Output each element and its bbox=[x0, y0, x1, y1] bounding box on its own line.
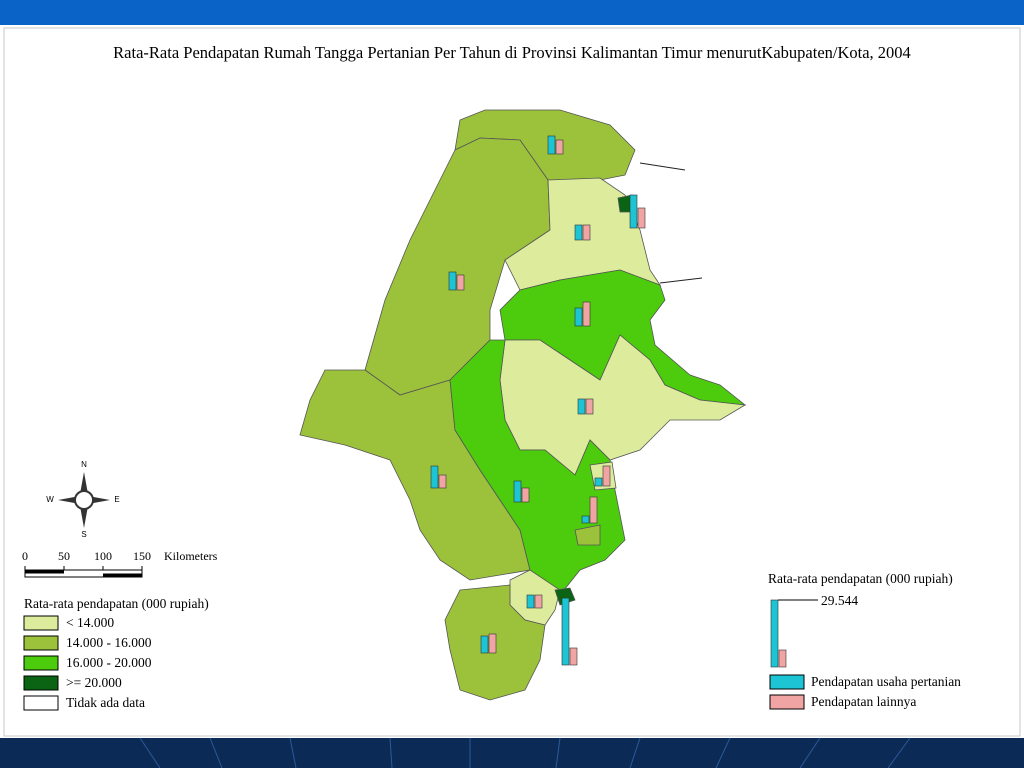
legend-swatch bbox=[769, 694, 805, 710]
scale-tick-label: 150 bbox=[133, 549, 151, 563]
other-income-bar bbox=[582, 301, 591, 327]
region bbox=[364, 137, 551, 396]
farm-income-bar bbox=[581, 515, 590, 524]
compass-s: S bbox=[81, 530, 86, 539]
legend-swatch bbox=[23, 695, 59, 711]
bar-legend: 29.544 Pendapatan usaha pertanian Pendapat… bbox=[769, 593, 961, 710]
other-income-bar bbox=[569, 647, 578, 666]
scale-unit: Kilometers bbox=[164, 549, 218, 563]
scale-segment bbox=[103, 573, 142, 577]
scale-tick-label: 0 bbox=[22, 549, 28, 563]
other-income-bar bbox=[521, 487, 530, 503]
legend-label: < 14.000 bbox=[66, 615, 114, 630]
legend-swatch bbox=[23, 655, 59, 671]
legend-swatch bbox=[23, 615, 59, 631]
choropleth-legend: < 14.000 14.000 - 16.000 16.000 - 20.000 >=… bbox=[23, 615, 152, 711]
coast-lines bbox=[639, 162, 703, 284]
top-band bbox=[0, 0, 1024, 25]
frame bbox=[3, 27, 1021, 737]
bottom-band bbox=[0, 738, 1024, 768]
farm-income-bar bbox=[513, 480, 522, 503]
bar-legend-title: Rata-rata pendapatan (000 rupiah) bbox=[768, 571, 953, 586]
compass-w: W bbox=[46, 495, 54, 504]
scale-bar: Kilometers 0 50 100 150 bbox=[22, 549, 218, 578]
reference-bar bbox=[778, 649, 787, 668]
farm-income-bar bbox=[547, 135, 556, 155]
other-income-bar bbox=[582, 224, 591, 241]
reference-label: 29.544 bbox=[821, 593, 858, 608]
compass-n: N bbox=[81, 460, 87, 469]
farm-income-bar bbox=[448, 271, 457, 291]
farm-income-bar bbox=[574, 224, 583, 241]
other-income-bar bbox=[637, 207, 646, 229]
farm-income-bar bbox=[574, 307, 583, 327]
legend-label: 16.000 - 20.000 bbox=[66, 655, 152, 670]
region bbox=[554, 587, 576, 606]
reference-bar bbox=[770, 599, 779, 668]
choropleth-legend-title: Rata-rata pendapatan (000 rupiah) bbox=[24, 596, 209, 611]
farm-income-bar bbox=[629, 194, 638, 229]
legend-label: Pendapatan lainnya bbox=[811, 694, 916, 709]
legend-label: Tidak ada data bbox=[66, 695, 145, 710]
farm-income-bar bbox=[430, 465, 439, 489]
legend-label: 14.000 - 16.000 bbox=[66, 635, 152, 650]
scale-tick-label: 50 bbox=[58, 549, 70, 563]
scale-tick-label: 100 bbox=[94, 549, 112, 563]
farm-income-bar bbox=[594, 477, 603, 487]
legend-swatch bbox=[23, 635, 59, 651]
farm-income-bar bbox=[561, 597, 570, 666]
legend-swatch bbox=[23, 675, 59, 691]
compass-e: E bbox=[114, 495, 119, 504]
farm-income-bar bbox=[480, 635, 489, 654]
other-income-bar bbox=[456, 274, 465, 291]
compass: N W E S bbox=[46, 460, 119, 539]
other-income-bar bbox=[555, 139, 564, 155]
legend-label: Pendapatan usaha pertanian bbox=[811, 674, 961, 689]
region bbox=[574, 524, 601, 546]
other-income-bar bbox=[534, 594, 543, 609]
farm-income-bar bbox=[526, 594, 535, 609]
farm-income-bar bbox=[577, 398, 586, 415]
bottom-band-lines bbox=[139, 737, 911, 769]
legend-swatch bbox=[769, 674, 805, 690]
district-bars bbox=[430, 135, 646, 666]
other-income-bar bbox=[585, 398, 594, 415]
regions bbox=[299, 109, 747, 701]
other-income-bar bbox=[589, 496, 598, 524]
other-income-bar bbox=[602, 465, 611, 487]
other-income-bar bbox=[488, 633, 497, 654]
other-income-bar bbox=[438, 474, 447, 489]
map-title: Rata-Rata Pendapatan Rumah Tangga Pertan… bbox=[113, 43, 911, 62]
legend-label: >= 20.000 bbox=[66, 675, 122, 690]
scale-segment bbox=[25, 570, 64, 574]
